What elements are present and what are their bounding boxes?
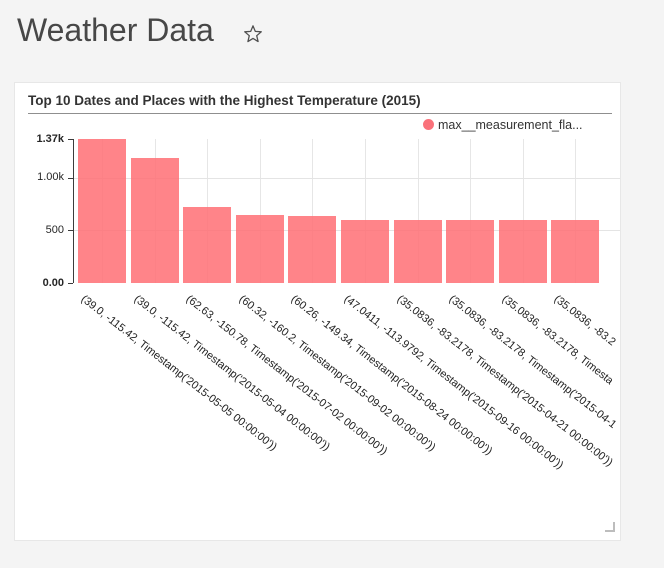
y-tick-label: 0.00	[42, 276, 64, 289]
x-tick-label: (35.0836, -83.2178, Timesta	[499, 293, 616, 388]
bar[interactable]	[288, 216, 337, 283]
y-tick-label: 500	[45, 223, 64, 236]
x-tick-label: (35.0836, -83.2178, Timestamp('2015-04-2…	[394, 293, 615, 469]
page-header: Weather Data	[0, 0, 664, 70]
plot-area	[73, 139, 620, 283]
x-tick-label: (35.0836, -83.2	[552, 293, 619, 349]
bar[interactable]	[393, 220, 442, 283]
x-tick-label: (47.0411, -113.9792, Timestamp('2015-09-…	[341, 293, 566, 472]
bar[interactable]	[341, 220, 389, 283]
y-tick-label: 1.00k	[37, 171, 64, 184]
x-tick-label: (39.0, -115.42, Timestamp('2015-05-04 00…	[131, 293, 332, 454]
x-tick-label: (60.32, -160.2, Timestamp('2015-09-02 00…	[236, 293, 438, 454]
y-tick-mark	[68, 283, 73, 284]
y-tick-label: 1.37k	[36, 132, 64, 145]
bar[interactable]	[78, 139, 126, 283]
x-tick-label: (35.0836, -83.2178, Timestamp('2015-04-1	[446, 293, 619, 431]
page-title: Weather Data	[17, 12, 214, 48]
chart-card: Top 10 Dates and Places with the Highest…	[14, 82, 621, 541]
title-divider	[28, 113, 612, 114]
bar[interactable]	[130, 158, 179, 283]
bar[interactable]	[498, 220, 547, 283]
bar[interactable]	[551, 220, 600, 283]
gridline-vertical	[470, 139, 472, 283]
chart-legend[interactable]: max__measurement_fla...	[423, 117, 583, 132]
legend-label: max__measurement_fla...	[438, 117, 583, 132]
x-tick-label: (62.63, -150.78, Timestamp('2015-07-02 0…	[183, 293, 390, 458]
legend-color-dot	[423, 119, 434, 130]
gridline-vertical	[575, 139, 577, 283]
y-tick-mark	[68, 139, 73, 140]
bar[interactable]	[183, 207, 232, 283]
gridline-vertical	[417, 139, 419, 283]
gridline-horizontal	[74, 177, 620, 179]
bar[interactable]	[446, 220, 495, 283]
gridline-vertical	[365, 139, 366, 283]
y-tick-mark	[68, 177, 73, 179]
resize-handle-icon[interactable]	[605, 522, 615, 532]
x-tick-label: (60.26, -149.34, Timestamp('2015-08-24 0…	[289, 293, 495, 458]
gridline-vertical	[522, 139, 524, 283]
x-axis-labels: (39.0, -115.42, Timestamp('2015-05-05 00…	[15, 293, 620, 540]
bar[interactable]	[235, 215, 284, 283]
x-tick-label: (39.0, -115.42, Timestamp('2015-05-05 00…	[78, 293, 280, 454]
gridline-vertical	[312, 139, 314, 283]
y-axis: 1.37k 1.00k 500 0.00	[15, 133, 73, 289]
y-tick-mark	[68, 230, 73, 232]
favorite-star-icon[interactable]	[242, 23, 264, 45]
gridline-vertical	[259, 139, 261, 283]
chart-title: Top 10 Dates and Places with the Highest…	[28, 93, 421, 108]
